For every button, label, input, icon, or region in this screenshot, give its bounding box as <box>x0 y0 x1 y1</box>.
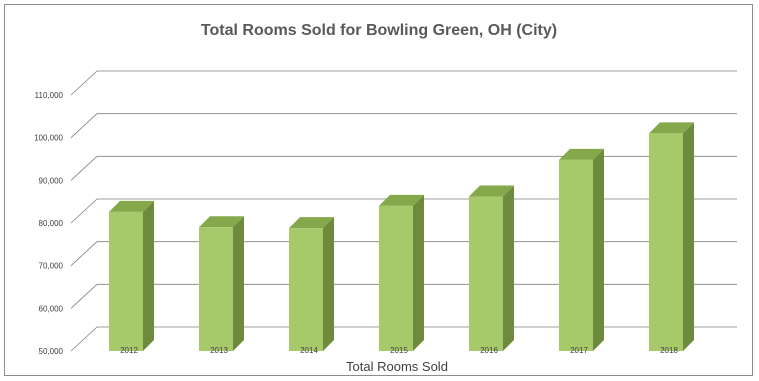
bar <box>469 185 514 351</box>
y-tick-label: 90,000 <box>39 176 64 185</box>
bars <box>109 122 694 352</box>
bar-top <box>469 185 514 197</box>
bar-top <box>109 200 154 212</box>
x-tick-label: 2016 <box>480 346 498 355</box>
bar-side <box>593 148 604 351</box>
gridlines <box>70 70 737 352</box>
y-tick-label: 70,000 <box>39 262 64 271</box>
bar-side <box>143 200 154 351</box>
chart-frame: Total Rooms Sold for Bowling Green, OH (… <box>4 4 753 376</box>
y-axis-ticks: 50,000 60,000 70,000 80,000 90,000 100,000 110… <box>34 91 63 356</box>
bar-front <box>289 228 323 351</box>
gridline <box>70 155 737 181</box>
bar-side <box>233 216 244 351</box>
y-tick-label: 60,000 <box>39 304 64 313</box>
bar-top <box>289 217 334 229</box>
bar <box>559 148 604 351</box>
bar <box>109 200 154 351</box>
bar-side <box>503 185 514 351</box>
bar-front <box>199 227 233 351</box>
x-tick-label: 2014 <box>300 346 318 355</box>
y-tick-label: 50,000 <box>39 347 64 356</box>
bar-front <box>109 211 143 351</box>
chart-title: Total Rooms Sold for Bowling Green, OH (… <box>201 22 557 39</box>
x-tick-label: 2015 <box>390 346 408 355</box>
bar-front <box>379 205 413 351</box>
gridline <box>70 326 737 352</box>
y-tick-label: 110,000 <box>35 91 64 100</box>
bar-top <box>199 216 244 228</box>
x-tick-label: 2017 <box>570 346 588 355</box>
bar-front <box>559 159 593 351</box>
gridline <box>70 70 737 96</box>
x-tick-label: 2013 <box>210 346 228 355</box>
bar-side <box>683 122 694 352</box>
x-tick-label: 2012 <box>120 346 138 355</box>
gridline <box>70 241 737 266</box>
bar <box>289 217 334 351</box>
bar <box>649 122 694 352</box>
y-tick-label: 100,000 <box>34 134 63 143</box>
gridline <box>70 198 737 224</box>
x-tick-label: 2018 <box>660 346 678 355</box>
gridline <box>70 283 737 309</box>
y-tick-label: 80,000 <box>39 219 64 228</box>
gridline <box>70 113 737 138</box>
x-axis-ticks: 2012 2013 2014 2015 2016 2017 2018 <box>120 346 678 355</box>
bar-front <box>469 196 503 351</box>
bar-top <box>649 122 694 134</box>
bar <box>379 194 424 351</box>
bar-top <box>559 148 604 160</box>
bar-top <box>379 194 424 206</box>
bar <box>199 216 244 351</box>
bar-front <box>649 133 683 351</box>
bar-chart: Total Rooms Sold for Bowling Green, OH (… <box>34 22 737 374</box>
x-axis-label: Total Rooms Sold <box>346 359 448 374</box>
bar-side <box>323 217 334 351</box>
bar-side <box>413 194 424 351</box>
